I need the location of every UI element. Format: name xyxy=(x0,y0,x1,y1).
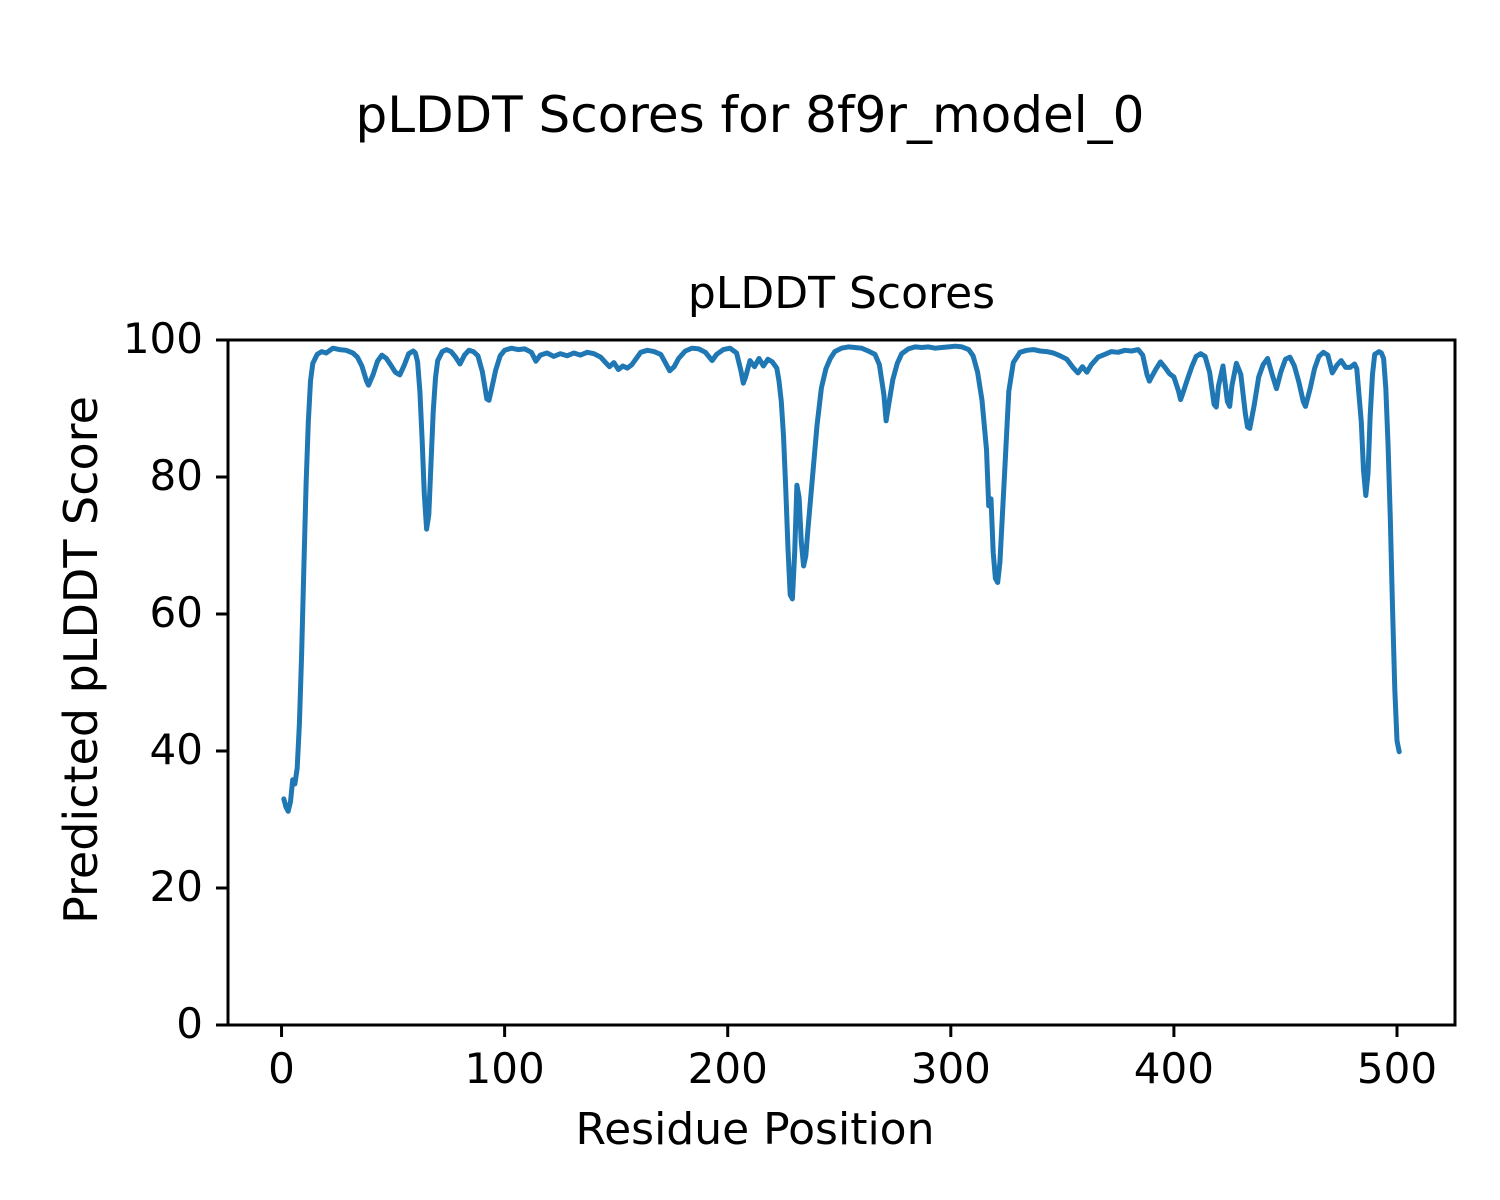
x-tick-label: 100 xyxy=(464,1044,545,1093)
y-tick-label: 60 xyxy=(149,588,203,637)
y-tick-label: 100 xyxy=(122,314,203,363)
plddt-line-series xyxy=(281,343,1402,814)
x-axis-label: Residue Position xyxy=(575,1104,935,1155)
x-tick-label: 200 xyxy=(687,1044,768,1093)
x-tick-label: 0 xyxy=(268,1044,295,1093)
axis-ticks xyxy=(216,338,1399,1037)
y-tick-label: 80 xyxy=(149,451,203,500)
figure-title: pLDDT Scores for 8f9r_model_0 xyxy=(355,86,1145,144)
x-tick-label: 400 xyxy=(1133,1044,1214,1093)
axes-frame xyxy=(226,338,1457,1027)
x-tick-label: 300 xyxy=(910,1044,991,1093)
axes-title: pLDDT Scores xyxy=(687,268,996,319)
y-tick-label: 40 xyxy=(149,725,203,774)
y-tick-label: 20 xyxy=(149,862,203,911)
y-tick-label: 0 xyxy=(176,999,203,1048)
x-tick-label: 500 xyxy=(1356,1044,1438,1093)
y-axis-label: Predicted pLDDT Score xyxy=(54,396,108,924)
